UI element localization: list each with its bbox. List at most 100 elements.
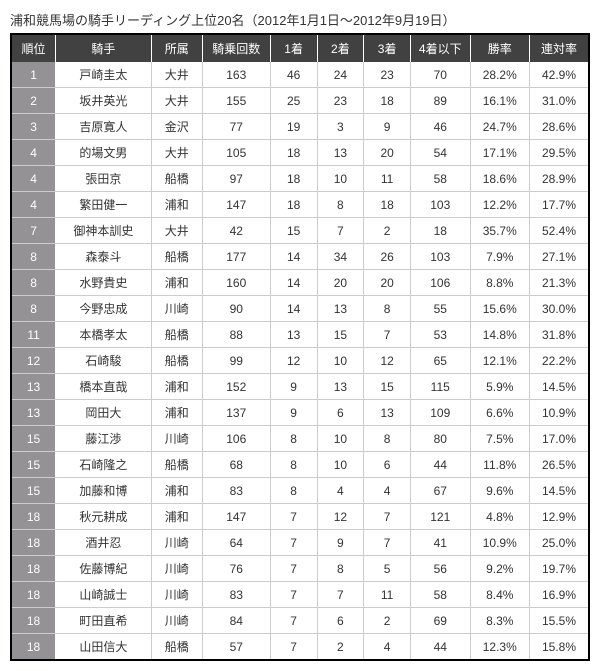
name-cell: 戸崎圭太	[56, 62, 152, 88]
table-header-row: 順位騎手所属騎乗回数1着2着3着4着以下勝率連対率	[11, 34, 589, 62]
table-row: 13岡田大浦和13796131096.6%10.9%	[11, 400, 589, 426]
data-cell: 20	[364, 270, 411, 296]
data-cell: 77	[202, 114, 270, 140]
data-cell: 83	[202, 582, 270, 608]
data-cell: 15.6%	[470, 296, 530, 322]
data-cell: 11	[364, 582, 411, 608]
data-cell: 11.8%	[470, 452, 530, 478]
data-cell: 7	[317, 218, 364, 244]
data-cell: 121	[411, 504, 471, 530]
rank-cell: 8	[11, 244, 56, 270]
data-cell: 13	[364, 400, 411, 426]
name-cell: 石崎駿	[56, 348, 152, 374]
name-cell: 佐藤博紀	[56, 556, 152, 582]
data-cell: 20	[317, 270, 364, 296]
data-cell: 14	[270, 296, 317, 322]
data-cell: 80	[411, 426, 471, 452]
data-cell: 8.4%	[470, 582, 530, 608]
data-cell: 67	[411, 478, 471, 504]
data-cell: 7.5%	[470, 426, 530, 452]
data-cell: 11	[364, 166, 411, 192]
column-header: 3着	[364, 34, 411, 62]
data-cell: 12	[270, 348, 317, 374]
data-cell: 25.0%	[530, 530, 590, 556]
data-cell: 88	[202, 322, 270, 348]
data-cell: 10	[317, 348, 364, 374]
name-cell: 本橋孝太	[56, 322, 152, 348]
rank-cell: 15	[11, 452, 56, 478]
data-cell: 5.9%	[470, 374, 530, 400]
rank-cell: 18	[11, 582, 56, 608]
table-row: 2坂井英光大井1552523188916.1%31.0%	[11, 88, 589, 114]
data-cell: 5	[364, 556, 411, 582]
data-cell: 船橋	[151, 322, 202, 348]
name-cell: 橋本直哉	[56, 374, 152, 400]
column-header: 騎乗回数	[202, 34, 270, 62]
data-cell: 42	[202, 218, 270, 244]
table-row: 12石崎駿船橋991210126512.1%22.2%	[11, 348, 589, 374]
data-cell: 船橋	[151, 634, 202, 661]
data-cell: 13	[317, 374, 364, 400]
table-row: 4繁田健一浦和1471881810312.2%17.7%	[11, 192, 589, 218]
table-row: 1戸崎圭太大井1634624237028.2%42.9%	[11, 62, 589, 88]
data-cell: 15.8%	[530, 634, 590, 661]
data-cell: 7	[270, 556, 317, 582]
data-cell: 浦和	[151, 192, 202, 218]
data-cell: 34	[317, 244, 364, 270]
rank-cell: 13	[11, 400, 56, 426]
name-cell: 的場文男	[56, 140, 152, 166]
table-row: 18酒井忍川崎647974110.9%25.0%	[11, 530, 589, 556]
data-cell: 川崎	[151, 530, 202, 556]
data-cell: 76	[202, 556, 270, 582]
data-cell: 23	[364, 62, 411, 88]
data-cell: 35.7%	[470, 218, 530, 244]
name-cell: 藤江渉	[56, 426, 152, 452]
data-cell: 9	[364, 114, 411, 140]
data-cell: 2	[317, 634, 364, 661]
data-cell: 29.5%	[530, 140, 590, 166]
table-row: 18町田直希川崎84762698.3%15.5%	[11, 608, 589, 634]
rank-cell: 15	[11, 426, 56, 452]
rank-cell: 4	[11, 140, 56, 166]
table-row: 15加藤和博浦和83844679.6%14.5%	[11, 478, 589, 504]
data-cell: 70	[411, 62, 471, 88]
data-cell: 18.6%	[470, 166, 530, 192]
data-cell: 13	[317, 296, 364, 322]
data-cell: 13	[317, 140, 364, 166]
name-cell: 森泰斗	[56, 244, 152, 270]
data-cell: 8.8%	[470, 270, 530, 296]
data-cell: 10	[317, 166, 364, 192]
table-row: 7御神本訓史大井4215721835.7%52.4%	[11, 218, 589, 244]
data-cell: 44	[411, 452, 471, 478]
name-cell: 町田直希	[56, 608, 152, 634]
data-cell: 23	[317, 88, 364, 114]
data-cell: 8	[270, 426, 317, 452]
data-cell: 川崎	[151, 608, 202, 634]
data-cell: 163	[202, 62, 270, 88]
data-cell: 16.9%	[530, 582, 590, 608]
column-header: 1着	[270, 34, 317, 62]
rank-cell: 4	[11, 166, 56, 192]
data-cell: 6.6%	[470, 400, 530, 426]
data-cell: 14.5%	[530, 374, 590, 400]
data-cell: 83	[202, 478, 270, 504]
table-row: 18秋元耕成浦和14771271214.8%12.9%	[11, 504, 589, 530]
table-row: 8今野忠成川崎90141385515.6%30.0%	[11, 296, 589, 322]
data-cell: 16.1%	[470, 88, 530, 114]
data-cell: 8	[270, 478, 317, 504]
name-cell: 秋元耕成	[56, 504, 152, 530]
data-cell: 15	[270, 218, 317, 244]
data-cell: 89	[411, 88, 471, 114]
data-cell: 12.1%	[470, 348, 530, 374]
data-cell: 18	[270, 140, 317, 166]
data-cell: 13	[270, 322, 317, 348]
data-cell: 52.4%	[530, 218, 590, 244]
data-cell: 30.0%	[530, 296, 590, 322]
rank-cell: 1	[11, 62, 56, 88]
data-cell: 84	[202, 608, 270, 634]
data-cell: 7	[364, 322, 411, 348]
data-cell: 106	[202, 426, 270, 452]
data-cell: 川崎	[151, 296, 202, 322]
data-cell: 大井	[151, 88, 202, 114]
data-cell: 4	[364, 634, 411, 661]
